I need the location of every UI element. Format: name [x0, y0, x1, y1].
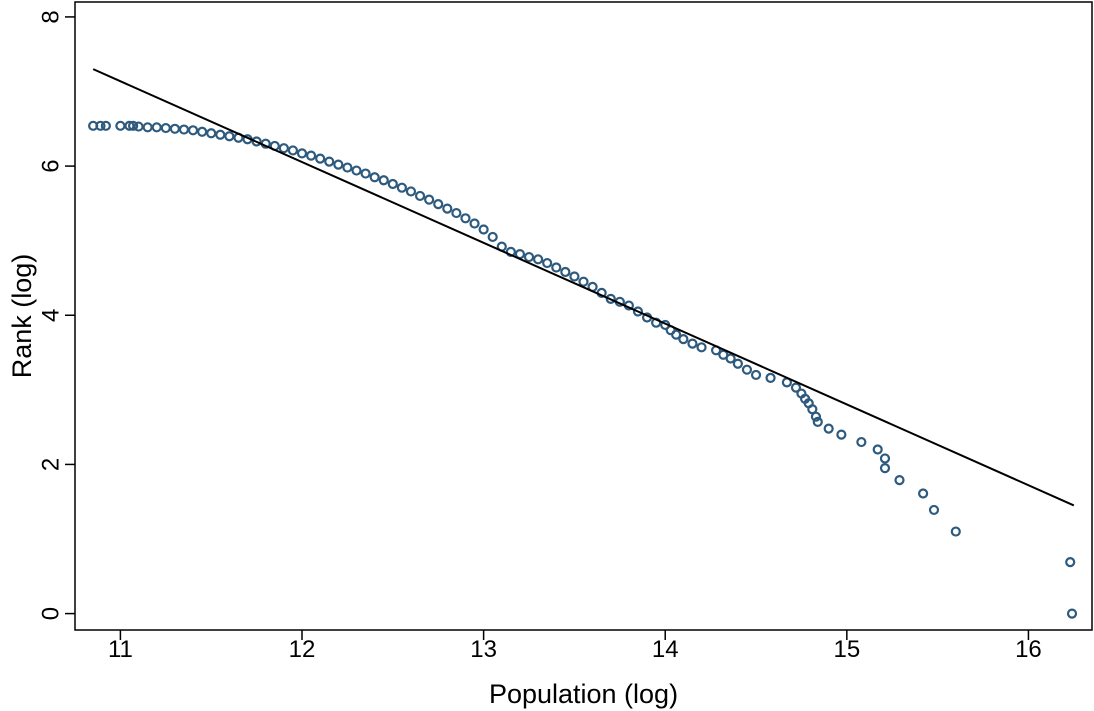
data-point — [532, 254, 544, 265]
data-point — [1066, 608, 1078, 619]
data-point — [396, 182, 407, 193]
data-point — [100, 120, 111, 131]
data-point — [560, 266, 571, 278]
data-point — [378, 175, 389, 186]
data-point — [442, 203, 453, 214]
data-point — [950, 526, 961, 537]
data-point — [278, 143, 289, 154]
data-point — [178, 124, 190, 135]
data-point — [856, 436, 867, 448]
data-point — [351, 165, 362, 176]
y-tick-label: 8 — [37, 10, 64, 23]
data-point — [128, 120, 139, 131]
data-point — [523, 251, 535, 263]
x-axis-title: Population (log) — [489, 679, 678, 709]
data-point — [836, 429, 847, 440]
data-point — [687, 338, 698, 349]
data-point — [424, 194, 435, 205]
data-point — [605, 293, 616, 304]
data-point — [696, 342, 707, 353]
data-point — [151, 122, 162, 133]
data-point — [823, 423, 834, 434]
data-point — [765, 372, 776, 383]
x-tick-label: 12 — [289, 636, 316, 663]
data-point — [928, 504, 940, 516]
data-point — [342, 162, 353, 173]
data-point — [578, 276, 589, 287]
data-point — [879, 463, 891, 474]
data-point — [671, 329, 682, 340]
data-point — [551, 262, 562, 273]
data-point — [750, 369, 762, 381]
data-point — [569, 271, 580, 282]
data-point — [469, 218, 480, 229]
data-point — [414, 190, 426, 202]
data-marks — [88, 120, 1078, 619]
data-point — [133, 121, 144, 132]
data-point — [405, 186, 417, 197]
x-tick-label: 15 — [833, 636, 860, 663]
data-point — [315, 153, 326, 164]
data-point — [333, 159, 344, 170]
fit-line — [92, 68, 1075, 507]
data-point — [741, 364, 753, 375]
data-point — [810, 411, 822, 422]
data-point — [732, 358, 743, 369]
y-tick-label: 6 — [37, 159, 64, 172]
data-point — [542, 257, 553, 269]
data-point — [433, 199, 444, 210]
data-point — [478, 224, 489, 235]
data-point — [872, 444, 883, 455]
data-point — [894, 474, 905, 486]
data-point — [725, 353, 736, 364]
data-point — [387, 178, 398, 190]
data-point — [160, 122, 171, 134]
data-point — [460, 213, 471, 224]
y-tick-label: 4 — [37, 309, 64, 322]
x-axis: 11 12 13 14 15 16 — [108, 630, 1042, 663]
data-point — [632, 306, 644, 317]
data-point — [918, 488, 929, 499]
data-point — [487, 231, 498, 243]
data-point — [206, 128, 217, 139]
x-tick-label: 16 — [1015, 636, 1042, 663]
y-axis: 0 2 4 6 8 — [37, 10, 75, 620]
data-point — [197, 126, 208, 137]
data-point — [678, 334, 689, 345]
data-point — [95, 120, 106, 131]
data-point — [169, 123, 180, 134]
x-tick-label: 13 — [470, 636, 497, 663]
x-tick-label: 14 — [652, 636, 679, 663]
y-axis-title: Rank (log) — [7, 254, 37, 379]
data-point — [369, 172, 380, 183]
data-point — [790, 382, 802, 393]
y-tick-label: 2 — [37, 458, 64, 471]
data-point — [251, 136, 262, 147]
fit-line-group — [92, 68, 1075, 507]
data-point — [215, 129, 226, 140]
y-tick-label: 0 — [37, 607, 64, 620]
data-point — [1065, 557, 1076, 568]
data-point — [305, 150, 317, 161]
data-point — [287, 145, 299, 156]
data-point — [187, 125, 199, 136]
data-point — [124, 120, 135, 131]
data-point — [224, 131, 235, 142]
data-point — [879, 453, 891, 464]
data-point — [324, 156, 335, 167]
data-point — [812, 416, 823, 428]
data-point — [296, 148, 308, 159]
data-point — [360, 168, 371, 179]
data-point — [451, 207, 462, 219]
x-tick-label: 11 — [108, 636, 133, 663]
